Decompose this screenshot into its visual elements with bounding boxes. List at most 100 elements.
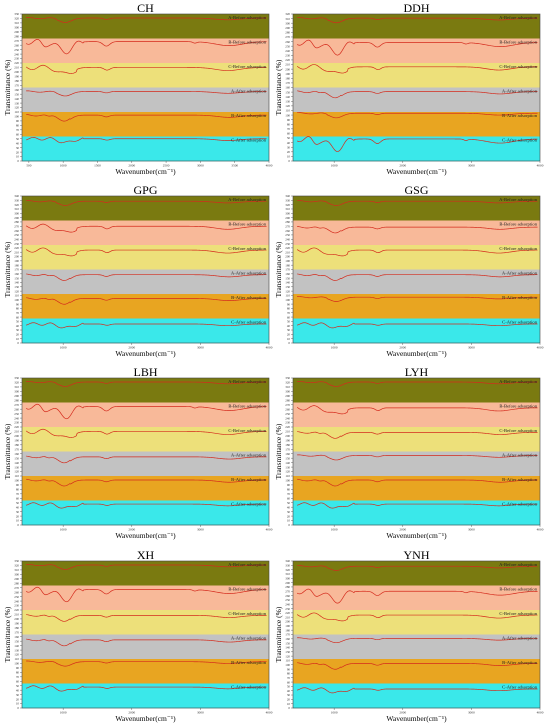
y-tick-label: 330 xyxy=(285,376,290,380)
series-label: A-Before adsorption xyxy=(228,197,267,202)
series-line xyxy=(26,380,267,387)
series-line xyxy=(297,478,538,487)
series-line xyxy=(297,322,538,329)
y-tick-label: 210 xyxy=(14,66,19,70)
y-tick-label: 260 xyxy=(285,40,290,44)
band-6 xyxy=(293,683,540,709)
series-label: A-After adsorption xyxy=(231,89,267,94)
band-1 xyxy=(293,196,540,221)
y-tick-label: 160 xyxy=(14,272,19,276)
y-tick-label: 110 xyxy=(285,659,290,663)
y-tick-label: 180 xyxy=(285,263,290,267)
y-tick-label: 20 xyxy=(287,150,291,154)
series-label: C-After adsorption xyxy=(502,502,538,507)
series-label: C-After adsorption xyxy=(231,138,267,143)
y-tick-label: 90 xyxy=(16,302,20,306)
y-tick-label: 80 xyxy=(287,672,291,676)
y-tick-label: 280 xyxy=(285,31,290,35)
y-tick-label: 280 xyxy=(14,581,19,585)
y-tick-label: 130 xyxy=(285,465,290,469)
x-axis-label: Wavenumber(cm⁻¹) xyxy=(115,531,176,540)
y-tick-label: 200 xyxy=(285,434,290,438)
y-tick-label: 270 xyxy=(285,35,290,39)
y-tick-label: 310 xyxy=(285,385,290,389)
series-label: C-After adsorption xyxy=(502,138,538,143)
series-label: C-Before adsorption xyxy=(228,64,266,69)
y-tick-label: 160 xyxy=(14,452,19,456)
y-tick-label: 10 xyxy=(287,702,291,706)
series-line xyxy=(25,38,267,55)
series-label: A-Before adsorption xyxy=(499,15,538,20)
y-tick-label: 220 xyxy=(285,246,290,250)
series-line xyxy=(26,297,267,305)
y-tick-label: 190 xyxy=(14,259,19,263)
y-tick-label: 50 xyxy=(287,685,291,689)
y-tick-label: 150 xyxy=(14,639,19,643)
series-label: A-After adsorption xyxy=(231,271,267,276)
y-tick-label: 190 xyxy=(285,259,290,263)
plot-frame xyxy=(292,377,541,526)
y-tick-label: 120 xyxy=(14,289,19,293)
series-line xyxy=(296,136,538,152)
y-tick-label: 140 xyxy=(285,461,290,465)
band-6 xyxy=(22,500,269,526)
series-line xyxy=(297,380,538,387)
y-tick-label: 270 xyxy=(14,224,19,228)
panel-lyh: LYH 0102030405060708090100110120130140150… xyxy=(274,365,544,540)
y-tick-label: 290 xyxy=(14,394,19,398)
y-tick-label: 220 xyxy=(14,425,19,429)
y-tick-label: 250 xyxy=(14,48,19,52)
band-1 xyxy=(293,561,540,586)
series-label: A-Before adsorption xyxy=(228,15,267,20)
series-label: A-After adsorption xyxy=(502,89,538,94)
series-line xyxy=(26,273,267,281)
y-tick-label: 210 xyxy=(285,615,290,619)
y-tick-label: 250 xyxy=(285,598,290,602)
y-tick-label: 300 xyxy=(14,573,19,577)
y-tick-label: 220 xyxy=(14,608,19,612)
y-tick-label: 50 xyxy=(287,501,291,505)
y-tick-label: 160 xyxy=(285,86,290,90)
series-label: C-Before adsorption xyxy=(228,611,266,616)
y-tick-label: 10 xyxy=(287,519,291,523)
y-tick-label: 230 xyxy=(14,57,19,61)
y-tick-label: 130 xyxy=(285,99,290,103)
y-tick-label: 190 xyxy=(285,72,290,76)
y-tick-label: 230 xyxy=(285,421,290,425)
series-line xyxy=(25,586,267,603)
series-label: B-After adsorption xyxy=(502,295,538,300)
panel-lbh: LBH 0102030405060708090100110120130140150… xyxy=(3,365,273,540)
series-label: C-After adsorption xyxy=(231,320,267,325)
series-line xyxy=(296,588,538,604)
y-tick-label: 80 xyxy=(287,307,291,311)
series-label: A-Before adsorption xyxy=(228,562,267,567)
y-tick-label: 110 xyxy=(14,110,19,114)
y-tick-label: 120 xyxy=(14,106,19,110)
series-line xyxy=(297,296,538,302)
y-tick-label: 100 xyxy=(285,479,290,483)
y-tick-label: 240 xyxy=(285,602,290,606)
y-tick-label: 290 xyxy=(285,581,290,585)
y-tick-label: 330 xyxy=(14,199,19,203)
series-label: A-After adsorption xyxy=(231,636,267,641)
x-tick-label: 2000 xyxy=(128,346,135,350)
series-label: B-After adsorption xyxy=(231,113,267,118)
y-tick-label: 320 xyxy=(14,17,19,21)
y-tick-label: 100 xyxy=(14,662,19,666)
y-tick-label: 90 xyxy=(287,667,291,671)
y-tick-label: 40 xyxy=(16,505,20,509)
y-tick-label: 150 xyxy=(14,456,19,460)
series-label: B-After adsorption xyxy=(231,660,267,665)
series-label: B-Before adsorption xyxy=(228,587,266,592)
y-tick-label: 0 xyxy=(288,523,290,527)
y-tick-label: 100 xyxy=(14,115,19,119)
series-label: C-Before adsorption xyxy=(228,428,266,433)
y-tick-label: 310 xyxy=(285,572,290,576)
y-tick-label: 10 xyxy=(16,702,20,706)
y-axis-label: Transmittance (%) xyxy=(3,59,12,115)
series-label: A-Before adsorption xyxy=(499,562,538,567)
series-line xyxy=(26,113,267,122)
x-tick-label: 4000 xyxy=(537,164,544,168)
series-label: C-After adsorption xyxy=(231,502,267,507)
y-tick-label: 210 xyxy=(285,430,290,434)
